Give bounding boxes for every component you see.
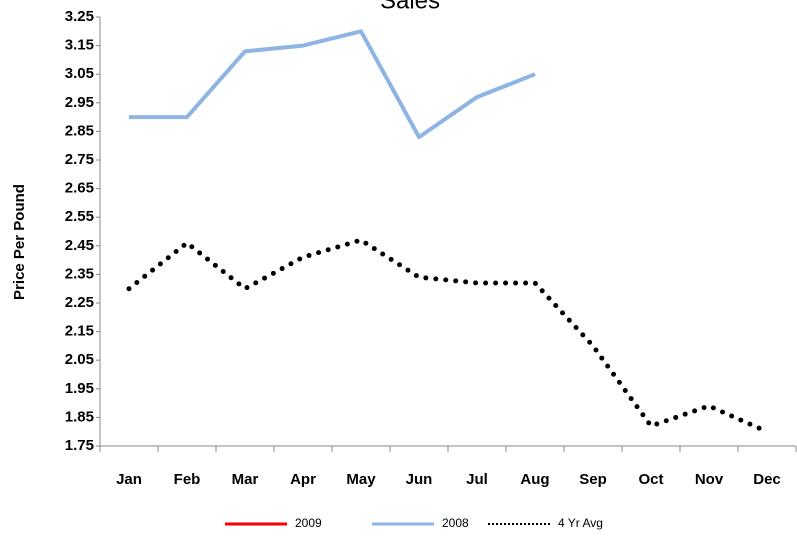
x-tick-label: May — [346, 471, 376, 488]
x-tick-label: Aug — [520, 471, 549, 488]
y-tick-label: 2.85 — [65, 122, 94, 139]
x-tick-label: Oct — [638, 471, 663, 488]
y-tick-label: 2.05 — [65, 351, 94, 368]
y-tick-label: 1.95 — [65, 380, 94, 397]
y-tick-label: 1.85 — [65, 408, 94, 425]
x-tick-label: Feb — [174, 471, 201, 488]
legend-label: 2008 — [442, 516, 469, 530]
y-tick-label: 2.65 — [65, 180, 94, 197]
x-tick-label: Jul — [466, 471, 488, 488]
x-tick-label: Nov — [695, 471, 724, 488]
y-tick-label: 3.25 — [65, 8, 94, 25]
series-line — [129, 29, 536, 140]
x-tick-label: Apr — [290, 471, 316, 488]
x-tick-label: Jan — [116, 471, 142, 488]
chart-title: Sales — [380, 0, 440, 14]
x-tick-label: Dec — [753, 471, 781, 488]
series-line — [126, 237, 770, 435]
y-tick-label: 2.95 — [65, 94, 94, 111]
legend-label: 2009 — [295, 516, 322, 530]
y-tick-label: 2.55 — [65, 208, 94, 225]
y-tick-label: 2.45 — [65, 237, 94, 254]
y-tick-label: 3.05 — [65, 65, 94, 82]
y-axis-label: Price Per Pound — [11, 184, 28, 300]
x-tick-label: Sep — [579, 471, 607, 488]
x-tick-label: Jun — [406, 471, 433, 488]
y-tick-label: 1.75 — [65, 437, 94, 454]
y-tick-label: 2.75 — [65, 151, 94, 168]
y-tick-label: 3.15 — [65, 37, 94, 54]
legend-label: 4 Yr Avg — [558, 516, 603, 530]
y-tick-label: 2.15 — [65, 323, 94, 340]
x-tick-label: Mar — [232, 471, 259, 488]
y-tick-label: 2.25 — [65, 294, 94, 311]
y-tick-label: 2.35 — [65, 265, 94, 282]
